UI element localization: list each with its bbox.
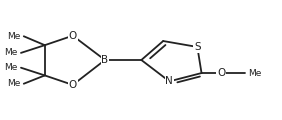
- Text: Me: Me: [7, 79, 20, 88]
- Text: N: N: [166, 76, 173, 86]
- Text: O: O: [217, 68, 225, 78]
- Text: S: S: [194, 42, 201, 52]
- Text: Me: Me: [248, 69, 262, 78]
- Text: Me: Me: [4, 48, 18, 57]
- Text: Me: Me: [7, 32, 20, 41]
- Text: Me: Me: [4, 63, 18, 72]
- Text: O: O: [69, 80, 77, 90]
- Text: O: O: [69, 31, 77, 41]
- Text: B: B: [102, 55, 109, 65]
